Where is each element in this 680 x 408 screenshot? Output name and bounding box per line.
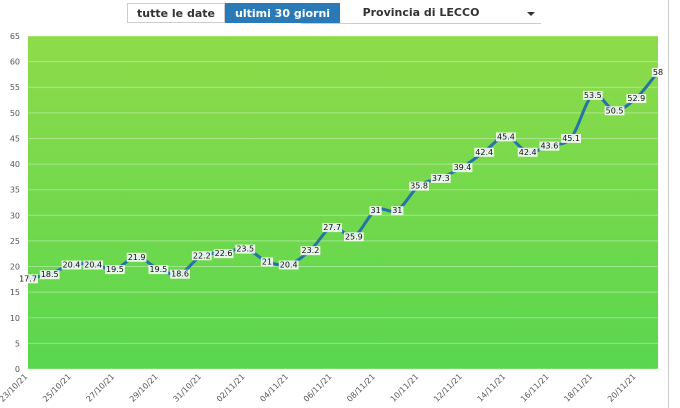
data-label: 50.5: [606, 106, 624, 115]
y-tick-label: 25: [10, 237, 20, 246]
x-tick-label: 31/10/21: [171, 372, 203, 404]
data-label-bg: [430, 173, 451, 183]
data-label-bg: [39, 270, 60, 280]
dropdown-label: Provincia di LECCO: [362, 6, 480, 19]
data-label-bg: [391, 206, 404, 216]
divider: [668, 0, 669, 408]
y-tick-label: 35: [10, 186, 20, 195]
range-toggle: tutte le date ultimi 30 giorni: [127, 3, 341, 23]
x-tick-label: 20/11/21: [606, 372, 638, 404]
y-tick-label: 20: [10, 263, 20, 272]
data-label: 20.4: [84, 260, 102, 269]
data-label: 22.6: [215, 249, 233, 258]
data-label-bg: [126, 252, 147, 262]
data-label-bg: [343, 232, 364, 242]
data-label-bg: [260, 257, 274, 267]
data-label: 45.1: [562, 134, 580, 143]
data-label-bg: [61, 260, 82, 270]
data-label-bg: [18, 274, 38, 284]
data-label: 23.2: [302, 246, 320, 255]
data-label-bg: [452, 163, 473, 173]
data-label: 19.5: [149, 265, 167, 274]
data-label: 27.7: [323, 223, 341, 232]
data-label: 37.3: [432, 174, 450, 183]
last-30-button[interactable]: ultimi 30 giorni: [224, 3, 341, 23]
data-label: 45.4: [497, 132, 515, 141]
data-label-bg: [322, 223, 343, 233]
data-label-bg: [604, 106, 625, 116]
data-label: 17.7: [19, 274, 37, 283]
caret: [527, 12, 535, 16]
data-label-bg: [213, 249, 234, 259]
y-tick-label: 10: [10, 314, 20, 323]
x-tick-label: 12/11/21: [432, 372, 464, 404]
x-tick-label: 14/11/21: [476, 372, 508, 404]
data-label: 20.4: [280, 260, 298, 269]
data-label-bg: [148, 265, 169, 275]
data-label: 21.9: [128, 253, 146, 262]
data-label-bg: [300, 246, 321, 256]
data-label: 52.9: [627, 94, 645, 103]
x-tick-label: 18/11/21: [562, 372, 594, 404]
x-tick-label: 29/10/21: [128, 372, 160, 404]
y-tick-label: 55: [10, 83, 20, 92]
data-label-bg: [474, 147, 495, 157]
y-tick-label: 50: [10, 109, 20, 118]
data-label: 19.5: [106, 265, 124, 274]
data-label: 31: [370, 206, 380, 215]
x-tick-label: 06/11/21: [302, 372, 334, 404]
x-tick-label: 27/10/21: [85, 372, 117, 404]
data-label-bg: [104, 265, 125, 275]
data-label-bg: [582, 90, 603, 100]
data-label: 35.8: [410, 182, 428, 191]
y-tick-label: 65: [10, 32, 20, 41]
data-label-bg: [278, 260, 299, 270]
data-label: 39.4: [454, 163, 472, 172]
y-tick-label: 45: [10, 134, 20, 143]
x-tick-label: 10/11/21: [389, 372, 421, 404]
y-tick-label: 40: [10, 160, 20, 169]
province-dropdown[interactable]: Provincia di LECCO: [301, 3, 541, 24]
y-tick-label: 15: [10, 288, 20, 297]
x-tick-label: 02/11/21: [215, 372, 247, 404]
data-label: 18.6: [171, 270, 189, 279]
data-label-bg: [235, 244, 256, 254]
data-label: 53.5: [584, 91, 602, 100]
data-label: 42.4: [475, 148, 493, 157]
data-label-bg: [83, 260, 104, 270]
data-label: 31: [392, 206, 402, 215]
data-label: 23.5: [236, 245, 254, 254]
data-label: 20.4: [63, 260, 81, 269]
data-label: 21: [262, 257, 272, 266]
x-tick-label: 25/10/21: [41, 372, 73, 404]
data-label-bg: [539, 141, 560, 151]
data-label-bg: [651, 67, 665, 77]
data-label-bg: [561, 133, 582, 143]
data-label-bg: [409, 181, 429, 191]
y-tick-label: 60: [10, 58, 20, 67]
data-label-bg: [517, 147, 538, 157]
x-tick-label: 23/10/21: [0, 372, 29, 404]
x-tick-label: 04/11/21: [258, 372, 290, 404]
data-label: 22.2: [193, 251, 211, 260]
x-tick-label: 16/11/21: [519, 372, 551, 404]
y-tick-label: 30: [10, 211, 20, 220]
data-label: 58: [653, 68, 663, 77]
data-label-bg: [496, 132, 516, 142]
y-tick-label: 5: [15, 339, 20, 348]
data-label: 42.4: [519, 148, 537, 157]
all-dates-button[interactable]: tutte le date: [127, 3, 225, 23]
data-label-bg: [191, 251, 212, 261]
data-label-bg: [170, 269, 190, 279]
plot-background: [28, 36, 658, 369]
data-label-bg: [626, 93, 647, 103]
data-label: 18.5: [41, 270, 59, 279]
data-label: 43.6: [540, 142, 558, 151]
data-label-bg: [369, 206, 382, 216]
x-tick-label: 08/11/21: [345, 372, 377, 404]
y-tick-label: 0: [15, 365, 20, 374]
data-label: 25.9: [345, 232, 363, 241]
